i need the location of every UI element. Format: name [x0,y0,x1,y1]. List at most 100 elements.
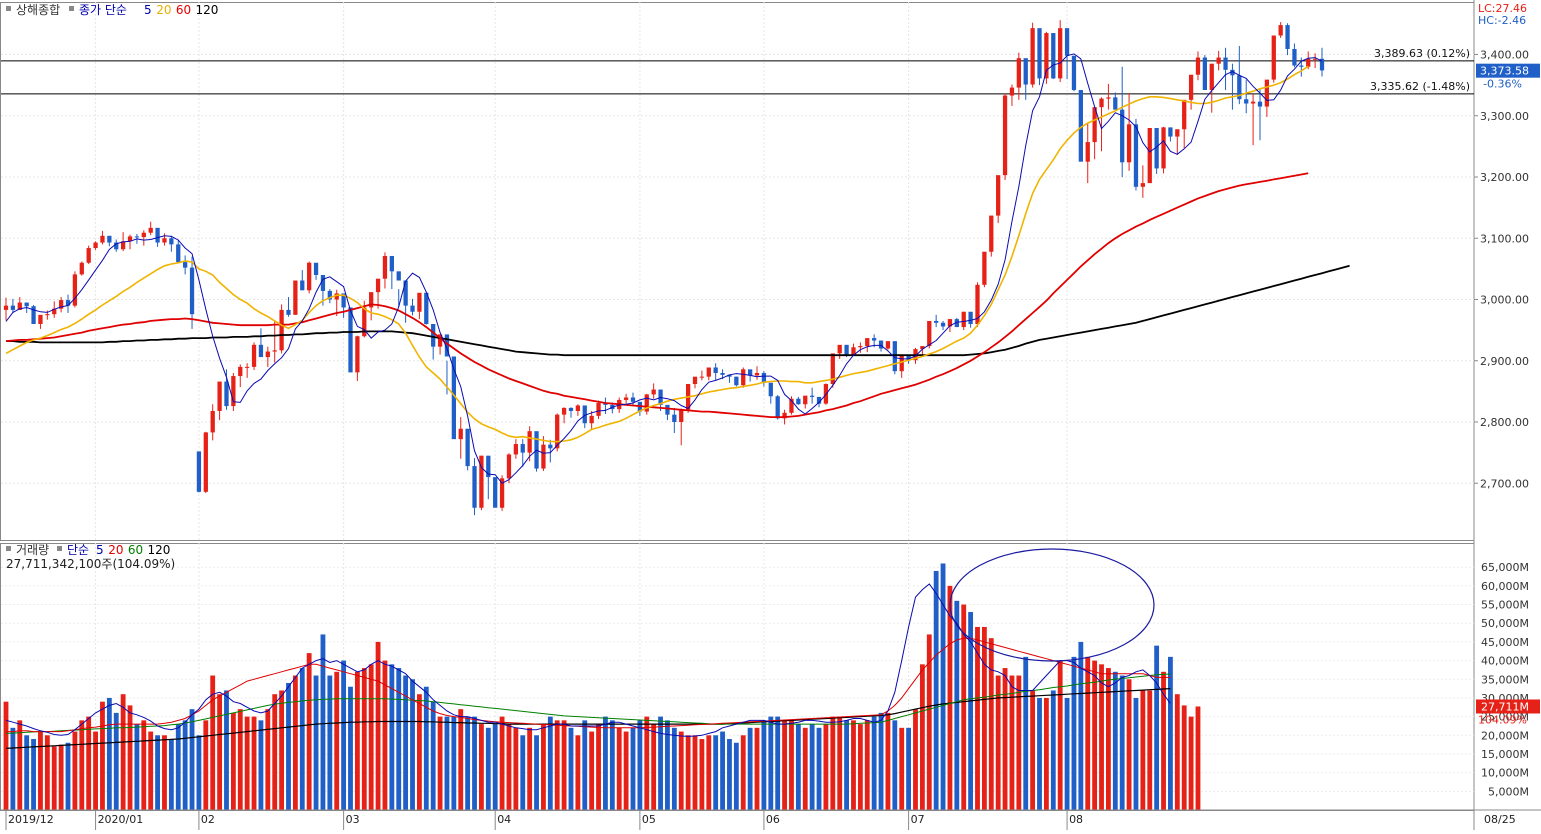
volume-bar [919,664,925,810]
candle-body [162,238,167,243]
candle-body [1133,124,1139,187]
candle-body [1271,35,1276,80]
volume-tick-label: 65,000M [1481,561,1529,574]
volume-bar [93,731,98,810]
volume-tick-label: 55,000M [1481,599,1529,612]
candle-body [1002,95,1008,176]
volume-bar [1181,705,1187,810]
volume-bar [782,720,787,810]
candle-body [1299,65,1304,67]
candle-body [727,374,732,377]
volume-bar [368,664,374,810]
volume-bar [899,727,905,810]
price-tick-label: 3,300.00 [1480,110,1529,123]
volume-bar [155,735,160,810]
volume-bar [527,727,533,810]
volume-bar [396,668,402,810]
volume-bar [444,716,450,810]
volume-bar [437,716,443,810]
candle-body [513,444,518,455]
legend-item: 60 [128,543,143,557]
price-tick-label: 2,700.00 [1480,477,1529,490]
volume-bar [926,634,932,810]
candle-body [1223,57,1228,70]
volume-bar [38,731,43,810]
candle-body [796,398,801,405]
volume-bar [44,735,50,810]
volume-bar [857,724,863,810]
legend-marker [6,546,11,551]
volume-bar [1133,697,1139,810]
candle-body [734,376,739,386]
candle-body [651,389,656,395]
candle-body [437,334,443,347]
volume-bar [568,727,574,810]
candle-body [713,367,718,373]
x-tick-label: 04 [497,813,511,826]
volume-bar [10,727,16,810]
volume-bar [334,671,340,810]
candle-body [851,347,856,355]
volume-bar [864,720,870,810]
candle-body [1044,33,1049,79]
candle-body [1023,58,1028,85]
volume-bar [975,626,980,810]
volume-bar [292,675,298,810]
last-volume-text: 27,711M [1481,700,1529,713]
price-ma60-line [5,172,1309,419]
candle-body [692,376,698,385]
candle-body [86,248,91,263]
legend-item: 5 [144,3,152,17]
volume-bar [1105,668,1111,810]
volume-bar [230,712,236,810]
candle-body [878,340,884,349]
volume-bar [809,724,815,810]
volume-bar [244,716,250,810]
candle-body [1312,58,1318,60]
candle-body [348,307,353,373]
corner-label-lc: LC:27.46 [1478,2,1527,15]
candle-body [458,428,463,440]
volume-tick-label: 10,000M [1481,767,1529,780]
candle-body [582,405,587,424]
candle-body [1064,28,1070,56]
volume-bar [623,731,629,810]
volume-tick-label: 5,000M [1488,785,1529,798]
legend-item: 단순 [67,543,89,557]
x-tick-label: 2020/01 [98,813,144,826]
candle-body [1092,107,1097,143]
candle-body [706,367,711,377]
candle-body [313,262,319,275]
price-tick-label: 3,100.00 [1480,232,1529,245]
candle-body [803,395,808,405]
volume-bar [596,724,601,810]
candle-body [52,308,57,315]
candle-body [231,376,236,407]
candle-body [1195,57,1201,75]
candle-body [1306,58,1311,67]
volume-bar [306,653,312,810]
volume-bar [361,668,367,810]
price-ma20-line [5,65,1309,443]
volume-bar [658,716,663,810]
volume-bar [65,742,71,810]
candle-body [134,236,140,238]
candle-body [65,300,71,306]
volume-info-text: 27,711,342,100주(104.09%) [6,557,175,571]
volume-bar [609,720,615,810]
candle-body [858,346,863,348]
candle-body [555,414,560,449]
volume-bar [224,690,229,810]
candle-body [1030,28,1035,85]
volume-bar [251,716,257,810]
x-tick-label: 03 [346,813,360,826]
volume-bar [940,563,946,810]
candle-body [251,344,257,367]
candle-body [127,236,133,242]
volume-tick-label: 35,000M [1481,673,1529,686]
volume-bar [713,735,719,810]
candle-body [548,444,553,449]
candle-body [451,356,456,440]
volume-bar [754,727,760,810]
